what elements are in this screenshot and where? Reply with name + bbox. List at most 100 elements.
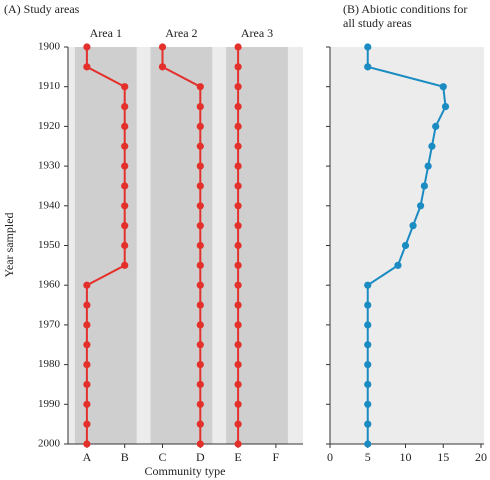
x-axis-label: Community type bbox=[145, 464, 226, 478]
data-point bbox=[196, 202, 204, 210]
data-point bbox=[234, 261, 242, 269]
data-point bbox=[121, 261, 129, 269]
x-tick-label: B bbox=[121, 450, 129, 464]
data-point bbox=[234, 83, 242, 91]
data-point bbox=[121, 162, 129, 170]
y-tick-label: 1960 bbox=[38, 279, 61, 291]
y-tick-label: 1930 bbox=[38, 160, 61, 172]
data-point bbox=[196, 321, 204, 329]
data-point bbox=[196, 142, 204, 150]
data-point bbox=[401, 241, 410, 250]
y-tick-label: 1910 bbox=[38, 80, 61, 92]
data-point bbox=[121, 83, 129, 91]
data-point bbox=[234, 202, 242, 210]
data-point bbox=[196, 162, 204, 170]
data-point bbox=[424, 162, 432, 170]
data-point bbox=[234, 63, 242, 71]
x-tick-label: 10 bbox=[400, 450, 412, 464]
data-point bbox=[196, 341, 204, 349]
data-point bbox=[364, 361, 372, 369]
data-point bbox=[234, 142, 242, 150]
x-tick-label: A bbox=[83, 450, 92, 464]
data-point bbox=[121, 241, 129, 250]
data-point bbox=[234, 102, 242, 111]
data-point bbox=[234, 43, 242, 51]
y-tick-label: 1950 bbox=[38, 239, 61, 251]
data-point bbox=[432, 122, 440, 130]
data-point bbox=[196, 182, 204, 190]
data-point bbox=[364, 43, 372, 51]
x-tick-label: E bbox=[234, 450, 241, 464]
y-tick-label: 1970 bbox=[38, 318, 61, 330]
data-point bbox=[158, 43, 167, 51]
data-point bbox=[234, 400, 242, 408]
x-tick-label: 0 bbox=[327, 450, 333, 464]
y-tick-label: 2000 bbox=[38, 438, 61, 450]
data-point bbox=[234, 182, 242, 190]
data-point bbox=[83, 420, 91, 428]
data-point bbox=[364, 63, 372, 71]
data-point bbox=[364, 400, 372, 408]
data-point bbox=[83, 321, 91, 329]
data-point bbox=[83, 301, 91, 309]
data-point bbox=[196, 122, 204, 130]
data-point bbox=[364, 380, 372, 389]
data-point bbox=[364, 281, 372, 289]
data-point bbox=[196, 301, 204, 309]
data-point bbox=[196, 440, 204, 448]
data-point bbox=[234, 380, 242, 389]
data-point bbox=[83, 380, 91, 389]
data-point bbox=[121, 222, 129, 230]
data-point bbox=[234, 301, 242, 309]
data-point bbox=[364, 420, 372, 428]
data-point bbox=[196, 420, 204, 428]
data-point bbox=[364, 341, 372, 349]
data-point bbox=[158, 63, 167, 71]
data-point bbox=[234, 321, 242, 329]
x-tick-label: D bbox=[196, 450, 205, 464]
y-tick-label: 1940 bbox=[38, 199, 61, 211]
data-point bbox=[196, 222, 204, 230]
data-point bbox=[196, 102, 204, 111]
data-point bbox=[234, 122, 242, 130]
y-axis-label: Year sampled bbox=[2, 212, 16, 277]
data-point bbox=[196, 241, 204, 250]
data-point bbox=[409, 222, 417, 230]
y-tick-label: 1980 bbox=[38, 358, 61, 370]
data-point bbox=[364, 321, 372, 329]
data-point bbox=[234, 162, 242, 170]
data-point bbox=[394, 261, 402, 269]
panel-b-title: (B) Abiotic conditions for all study area… bbox=[343, 2, 467, 30]
data-point bbox=[364, 301, 372, 309]
data-point bbox=[234, 361, 242, 369]
data-point bbox=[83, 361, 91, 369]
area-label: Area 1 bbox=[90, 26, 122, 40]
data-point bbox=[234, 222, 242, 230]
data-point bbox=[196, 361, 204, 369]
area-label: Area 3 bbox=[241, 26, 273, 40]
data-point bbox=[420, 182, 428, 190]
y-tick-label: 1920 bbox=[38, 120, 61, 132]
data-point bbox=[196, 380, 204, 389]
data-point bbox=[234, 440, 242, 448]
data-point bbox=[196, 261, 204, 269]
x-tick-label: 20 bbox=[475, 450, 487, 464]
y-tick-label: 1900 bbox=[38, 41, 61, 53]
data-point bbox=[121, 142, 129, 150]
data-point bbox=[364, 440, 372, 448]
data-point bbox=[83, 43, 91, 51]
y-tick-label: 1990 bbox=[38, 398, 61, 410]
data-point bbox=[428, 142, 436, 150]
data-point bbox=[196, 281, 204, 289]
data-point bbox=[441, 102, 450, 111]
data-point bbox=[196, 83, 204, 91]
x-tick-label: 5 bbox=[365, 450, 371, 464]
x-tick-label: 15 bbox=[437, 450, 449, 464]
area-label: Area 2 bbox=[165, 26, 197, 40]
data-point bbox=[234, 420, 242, 428]
data-point bbox=[83, 440, 91, 448]
data-point bbox=[121, 102, 129, 111]
data-point bbox=[83, 400, 91, 408]
data-point bbox=[234, 341, 242, 349]
